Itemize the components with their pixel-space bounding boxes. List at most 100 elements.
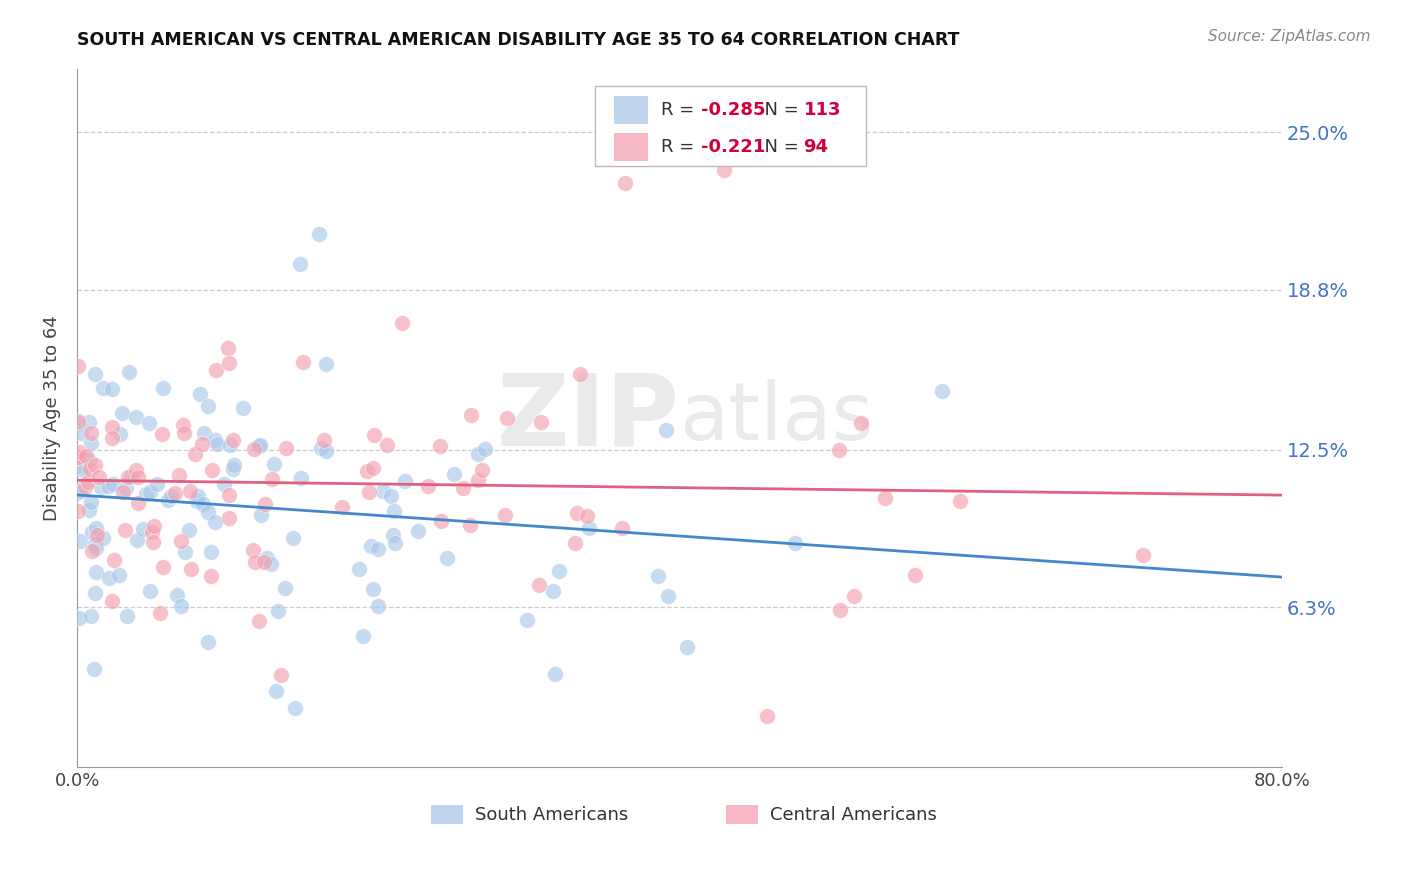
- Point: [384, 504, 406, 518]
- Point: [108, 426, 131, 441]
- Point: [290, 471, 312, 485]
- Point: [191, 498, 214, 512]
- Point: [77, 415, 100, 429]
- Point: [67, 504, 90, 518]
- FancyBboxPatch shape: [432, 805, 463, 824]
- Point: [167, 468, 190, 483]
- Point: [330, 500, 353, 515]
- Point: [291, 354, 314, 368]
- Point: [84, 537, 107, 551]
- Point: [416, 479, 439, 493]
- Point: [544, 667, 567, 681]
- Point: [436, 551, 458, 566]
- Point: [219, 438, 242, 452]
- Point: [375, 438, 398, 452]
- Point: [197, 505, 219, 519]
- Text: -0.285: -0.285: [702, 101, 766, 119]
- Point: [86, 527, 108, 541]
- Point: [564, 536, 586, 550]
- Point: [371, 484, 394, 499]
- Point: [529, 578, 551, 592]
- Point: [108, 568, 131, 582]
- Text: 94: 94: [804, 137, 828, 156]
- Point: [755, 709, 778, 723]
- FancyBboxPatch shape: [614, 133, 648, 161]
- Point: [851, 416, 873, 430]
- Point: [242, 542, 264, 557]
- Point: [578, 521, 600, 535]
- Point: [314, 433, 336, 447]
- Point: [128, 470, 150, 484]
- Point: [218, 488, 240, 502]
- Point: [80, 435, 103, 450]
- Point: [111, 484, 134, 499]
- Point: [101, 476, 124, 491]
- Point: [114, 523, 136, 537]
- Point: [356, 464, 378, 478]
- Point: [138, 416, 160, 430]
- Point: [150, 427, 173, 442]
- Point: [232, 401, 254, 415]
- Point: [179, 483, 201, 498]
- Point: [142, 519, 165, 533]
- Text: R =: R =: [661, 101, 700, 119]
- Point: [84, 521, 107, 535]
- Point: [288, 257, 311, 271]
- Text: N =: N =: [754, 137, 804, 156]
- Point: [66, 451, 89, 466]
- Point: [713, 163, 735, 178]
- Point: [347, 562, 370, 576]
- Point: [193, 426, 215, 441]
- Point: [471, 463, 494, 477]
- Point: [139, 584, 162, 599]
- Point: [1132, 549, 1154, 563]
- Point: [124, 409, 146, 424]
- Point: [163, 485, 186, 500]
- Point: [101, 594, 124, 608]
- Point: [496, 411, 519, 425]
- Point: [363, 582, 385, 596]
- Point: [188, 387, 211, 401]
- Point: [200, 545, 222, 559]
- Text: 113: 113: [804, 101, 841, 119]
- Point: [131, 523, 153, 537]
- Point: [575, 509, 598, 524]
- Point: [243, 442, 266, 457]
- Point: [394, 474, 416, 488]
- Point: [197, 399, 219, 413]
- Point: [828, 443, 851, 458]
- Text: Central Americans: Central Americans: [770, 805, 936, 823]
- Point: [100, 420, 122, 434]
- Point: [267, 604, 290, 618]
- Point: [83, 662, 105, 676]
- Point: [79, 462, 101, 476]
- Point: [67, 359, 90, 374]
- Point: [66, 414, 89, 428]
- Point: [783, 536, 806, 550]
- Point: [217, 341, 239, 355]
- Point: [283, 531, 305, 545]
- Point: [103, 552, 125, 566]
- Point: [97, 478, 120, 492]
- Point: [197, 635, 219, 649]
- Point: [494, 508, 516, 522]
- Point: [82, 525, 104, 540]
- Point: [69, 425, 91, 440]
- FancyBboxPatch shape: [614, 96, 648, 124]
- Point: [180, 562, 202, 576]
- Point: [429, 439, 451, 453]
- Point: [249, 438, 271, 452]
- Point: [352, 629, 374, 643]
- Point: [460, 408, 482, 422]
- Point: [160, 489, 183, 503]
- Point: [89, 470, 111, 484]
- Point: [205, 363, 228, 377]
- Point: [547, 564, 569, 578]
- Point: [111, 406, 134, 420]
- Point: [264, 684, 287, 698]
- Point: [135, 486, 157, 500]
- Point: [467, 447, 489, 461]
- Point: [91, 381, 114, 395]
- Text: SOUTH AMERICAN VS CENTRAL AMERICAN DISABILITY AGE 35 TO 64 CORRELATION CHART: SOUTH AMERICAN VS CENTRAL AMERICAN DISAB…: [77, 31, 960, 49]
- Point: [250, 508, 273, 522]
